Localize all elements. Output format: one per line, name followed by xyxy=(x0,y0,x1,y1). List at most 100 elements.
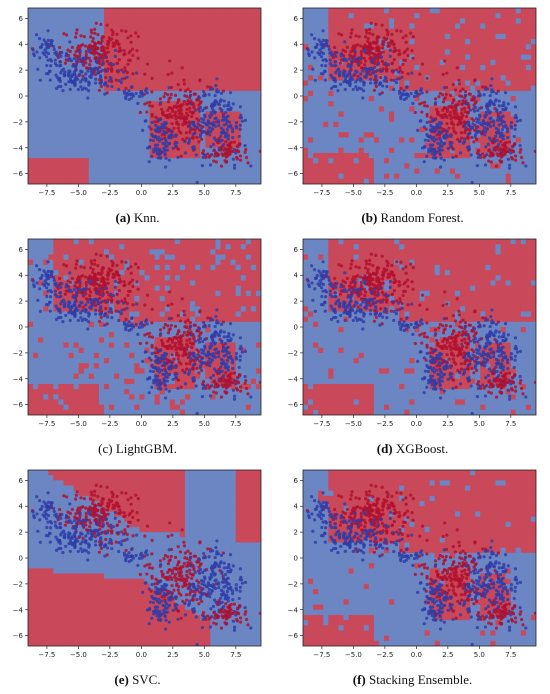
region-cell xyxy=(318,59,324,66)
region-cell xyxy=(225,13,232,19)
region-cell xyxy=(358,80,365,87)
region-cell xyxy=(139,54,146,61)
data-point xyxy=(147,125,151,129)
data-point xyxy=(59,63,63,68)
data-point xyxy=(102,83,106,87)
region-cell xyxy=(444,13,451,19)
region-cell xyxy=(68,168,75,175)
region-cell xyxy=(159,178,166,184)
data-point xyxy=(202,121,207,125)
region-cell xyxy=(454,147,461,154)
region-cell xyxy=(43,106,49,113)
region-cell xyxy=(58,137,65,144)
region-cell xyxy=(159,80,166,87)
region-cell xyxy=(353,39,360,45)
region-cell xyxy=(399,80,405,87)
region-cell xyxy=(159,116,166,123)
region-cell xyxy=(424,28,431,35)
region-cell xyxy=(333,8,340,14)
region-cell xyxy=(58,158,65,164)
region-cell xyxy=(114,142,120,149)
region-cell xyxy=(200,96,206,102)
region-cell xyxy=(63,127,70,133)
data-point xyxy=(221,112,225,116)
region-cell xyxy=(88,106,95,113)
region-cell xyxy=(134,80,141,87)
region-cell xyxy=(333,13,340,19)
data-point xyxy=(157,135,161,139)
region-cell xyxy=(510,173,517,180)
region-cell xyxy=(530,137,536,144)
data-point xyxy=(113,54,117,59)
region-cell xyxy=(83,80,90,87)
region-cell xyxy=(323,116,329,123)
region-cell xyxy=(475,168,481,175)
region-cell xyxy=(169,163,176,170)
region-cell xyxy=(475,132,481,139)
region-cell xyxy=(200,75,206,82)
data-point xyxy=(380,23,384,27)
region-cell xyxy=(154,85,161,92)
region-cell xyxy=(505,59,512,66)
region-cell xyxy=(303,23,309,30)
data-point xyxy=(202,129,206,134)
data-point xyxy=(234,121,239,125)
data-point xyxy=(438,126,442,130)
region-cell xyxy=(195,54,201,61)
region-cell xyxy=(323,163,329,170)
data-point xyxy=(467,104,471,108)
region-cell xyxy=(525,8,532,14)
data-point xyxy=(468,128,472,132)
region-cell xyxy=(245,59,252,66)
region-cell xyxy=(434,116,441,123)
region-cell xyxy=(149,44,156,51)
region-cell xyxy=(439,75,446,82)
region-cell xyxy=(63,101,70,107)
region-cell xyxy=(368,101,375,107)
region-cell xyxy=(449,116,456,123)
data-point xyxy=(359,52,363,57)
region-cell xyxy=(520,158,527,164)
data-point xyxy=(374,84,378,88)
region-cell xyxy=(480,18,486,25)
region-cell xyxy=(460,33,466,40)
region-cell xyxy=(515,49,522,56)
data-point xyxy=(344,79,349,83)
region-cell xyxy=(119,33,125,40)
region-cell xyxy=(429,168,436,175)
region-cell xyxy=(414,70,421,76)
region-cell xyxy=(424,59,431,66)
region-cell xyxy=(88,101,95,107)
region-cell xyxy=(449,137,456,144)
region-cell xyxy=(424,178,431,184)
data-point xyxy=(369,21,373,25)
data-point xyxy=(320,63,324,68)
data-point xyxy=(48,78,52,82)
data-point xyxy=(379,75,383,80)
region-cell xyxy=(149,33,156,40)
region-cell xyxy=(318,85,324,92)
region-cell xyxy=(109,18,115,25)
region-cell xyxy=(358,121,365,128)
region-cell xyxy=(134,39,141,45)
region-cell xyxy=(378,127,385,133)
region-cell xyxy=(333,121,340,128)
region-cell xyxy=(139,168,146,175)
data-point xyxy=(422,160,426,164)
data-point xyxy=(68,49,72,53)
region-cell xyxy=(384,23,390,30)
region-cell xyxy=(250,163,257,170)
region-cell xyxy=(394,44,400,51)
region-cell xyxy=(414,75,421,82)
region-cell xyxy=(250,116,257,123)
region-cell xyxy=(520,137,527,144)
region-cell xyxy=(308,158,314,164)
region-cell xyxy=(174,13,181,19)
region-cell xyxy=(144,44,151,51)
data-point xyxy=(372,88,377,92)
data-point xyxy=(425,76,429,80)
region-cell xyxy=(343,158,350,164)
data-point xyxy=(74,54,78,58)
region-cell xyxy=(190,54,196,61)
region-cell xyxy=(323,106,329,113)
